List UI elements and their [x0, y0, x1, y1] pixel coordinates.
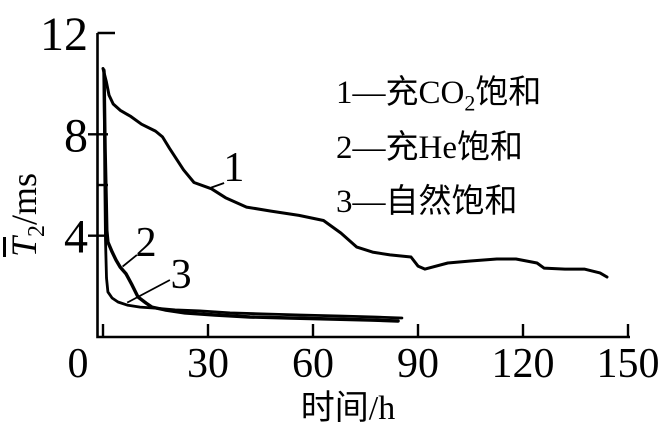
legend-3-text-suffix: 饱和 — [451, 184, 518, 221]
svg-text:30: 30 — [187, 341, 229, 387]
curve-label-2: 2 — [136, 220, 157, 266]
curve-label-1: 1 — [223, 145, 244, 191]
legend-item-3: 3—自然饱和 — [336, 180, 541, 235]
svg-text:120: 120 — [492, 341, 555, 387]
svg-text:0: 0 — [68, 341, 89, 387]
legend-1-dash: — — [352, 75, 386, 111]
legend-1-subscript: 2 — [464, 90, 476, 116]
y-axis-unit: /ms — [4, 172, 44, 225]
svg-text:60: 60 — [292, 341, 334, 387]
x-axis-title: 时间/h — [300, 390, 396, 427]
legend-1-text: 充CO — [385, 75, 465, 111]
y-axis-ticks — [88, 31, 115, 237]
svg-text:8: 8 — [64, 109, 88, 162]
legend-item-1: 1—充CO2饱和 — [336, 71, 541, 126]
svg-text:4: 4 — [64, 211, 88, 264]
curve-annotations: 1 23 — [122, 145, 244, 304]
legend-3-text: 自然 — [385, 184, 452, 221]
legend-2-text-suffix: 饱和 — [456, 129, 523, 166]
x-axis-tick-labels: 0 30 60 90 120 150 — [68, 341, 660, 387]
leader-line-3 — [126, 279, 171, 304]
legend-1-text-suffix: 饱和 — [475, 75, 542, 111]
t2-subscript: 2 — [24, 225, 51, 237]
legend-3-dash: — — [352, 184, 386, 221]
legend-2-number: 2 — [336, 129, 353, 166]
t2-mean-symbol: T — [3, 237, 44, 258]
curve-label-3: 3 — [171, 252, 192, 298]
y-axis-tick-labels: 4 8 12 — [40, 8, 88, 264]
legend: 1—充CO2饱和 2—充He饱和 3—自然饱和 — [336, 71, 541, 235]
svg-text:90: 90 — [397, 341, 439, 387]
legend-2-text: 充He — [385, 129, 457, 166]
y-axis-title: T2/ms — [2, 129, 50, 301]
x-axis-ticks — [101, 324, 630, 337]
legend-item-2: 2—充He饱和 — [336, 126, 541, 181]
leader-line-2 — [122, 254, 138, 268]
curve-1 — [101, 67, 609, 279]
legend-3-number: 3 — [336, 184, 353, 221]
legend-2-dash: — — [352, 129, 386, 166]
curve-3 — [102, 68, 404, 320]
legend-1-number: 1 — [336, 75, 353, 111]
leader-line-1 — [210, 182, 225, 189]
svg-text:12: 12 — [40, 8, 88, 61]
svg-text:150: 150 — [597, 341, 660, 387]
